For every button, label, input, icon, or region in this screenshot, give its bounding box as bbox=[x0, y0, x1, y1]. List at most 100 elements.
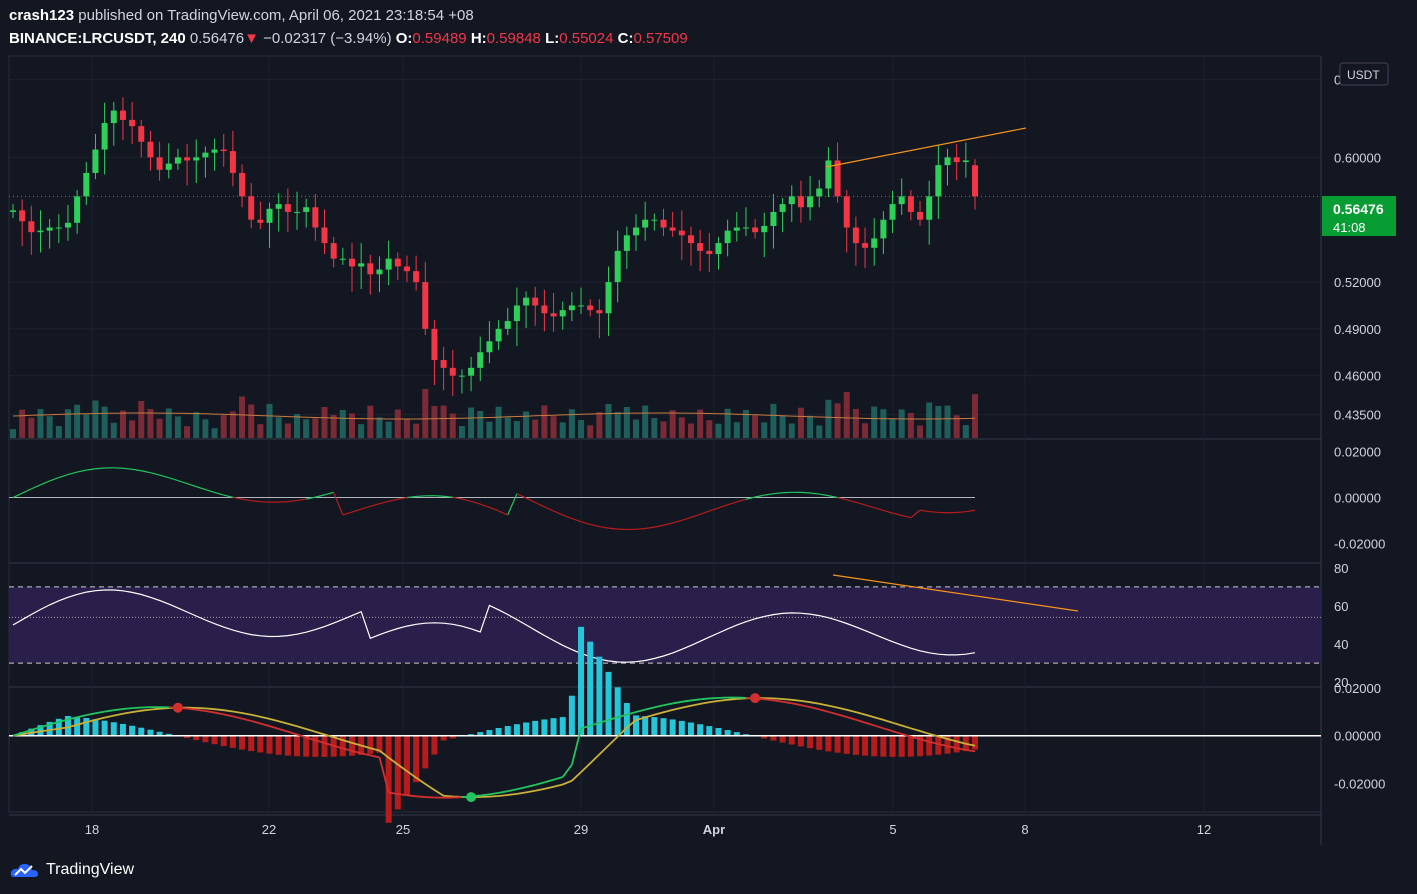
osc-line-segment bbox=[855, 501, 866, 506]
macd-histogram-bar bbox=[248, 735, 255, 752]
candle-body bbox=[742, 227, 749, 229]
candle-body bbox=[449, 367, 456, 376]
candle-body bbox=[889, 204, 896, 220]
macd-cross-dot bbox=[466, 792, 477, 803]
macd-histogram-bar bbox=[477, 732, 484, 736]
candle-body bbox=[422, 282, 429, 329]
candle-body bbox=[825, 160, 832, 189]
volume-bar bbox=[770, 403, 777, 438]
volume-bar bbox=[871, 406, 878, 438]
osc-line-segment bbox=[86, 468, 96, 471]
macd-line-segment bbox=[232, 715, 243, 720]
macd-histogram-bar bbox=[633, 715, 640, 736]
macd-histogram-bar bbox=[944, 735, 951, 754]
volume-bar bbox=[303, 419, 310, 438]
volume-bar bbox=[504, 417, 511, 438]
candle-body bbox=[513, 305, 520, 322]
macd-tick-label: 0.00000 bbox=[1334, 729, 1381, 744]
macd-line-segment bbox=[589, 721, 600, 727]
osc-line-segment bbox=[764, 493, 774, 496]
macd-line-segment bbox=[132, 706, 142, 710]
volume-bar bbox=[239, 396, 246, 438]
macd-line-segment bbox=[773, 699, 783, 703]
volume-bar bbox=[660, 421, 667, 438]
osc-line-segment bbox=[608, 527, 618, 530]
osc-line-segment bbox=[892, 512, 902, 517]
osc-line-segment bbox=[929, 510, 939, 514]
macd-line-segment bbox=[205, 710, 215, 714]
macd-histogram-bar bbox=[339, 735, 346, 757]
macd-histogram-bar bbox=[184, 735, 191, 739]
time-tick-label: Apr bbox=[703, 822, 725, 837]
osc-line-segment bbox=[434, 495, 444, 497]
candle-body bbox=[74, 196, 81, 223]
macd-line-segment bbox=[269, 725, 279, 730]
osc-line-segment bbox=[919, 509, 930, 513]
macd-histogram-bar bbox=[394, 735, 401, 810]
volume-bar bbox=[257, 424, 264, 438]
osc-line-segment bbox=[406, 495, 417, 499]
osc-line-segment bbox=[690, 513, 701, 518]
candle-body bbox=[605, 282, 612, 314]
macd-line-segment bbox=[49, 721, 60, 726]
macd-histogram-bar bbox=[623, 702, 630, 736]
volume-bar bbox=[788, 423, 795, 438]
macd-histogram-bar bbox=[495, 727, 502, 736]
tradingview-logo[interactable]: TradingView bbox=[10, 860, 134, 880]
volume-bar bbox=[779, 415, 786, 438]
osc-line-segment bbox=[810, 492, 820, 495]
candle-body bbox=[816, 188, 823, 197]
macd-histogram-bar bbox=[651, 717, 658, 736]
macd-histogram-bar bbox=[596, 656, 603, 736]
macd-line-segment bbox=[342, 747, 353, 752]
volume-bar bbox=[761, 422, 768, 438]
macd-histogram-bar bbox=[907, 735, 914, 757]
candle-body bbox=[275, 204, 282, 209]
volume-bar bbox=[614, 412, 621, 438]
macd-histogram-bar bbox=[211, 735, 218, 745]
osc-line-segment bbox=[819, 493, 829, 497]
volume-bar bbox=[633, 419, 640, 438]
macd-line-segment bbox=[480, 793, 490, 797]
osc-line-segment bbox=[351, 508, 362, 513]
candle-body bbox=[193, 157, 200, 161]
macd-line-segment bbox=[86, 712, 96, 717]
macd-line-segment bbox=[947, 745, 957, 750]
candle-body bbox=[633, 227, 640, 236]
macd-line-segment bbox=[351, 749, 362, 755]
volume-bar bbox=[129, 420, 136, 438]
symbol-label[interactable]: BINANCE:LRCUSDT, 240 bbox=[9, 30, 186, 47]
macd-line-segment bbox=[855, 718, 866, 724]
candle-body bbox=[147, 141, 154, 158]
macd-line-segment bbox=[709, 696, 719, 700]
macd-line-segment bbox=[635, 708, 646, 713]
macd-histogram-bar bbox=[422, 735, 429, 769]
author-name[interactable]: crash123 bbox=[9, 7, 75, 24]
volume-bar bbox=[944, 405, 951, 438]
macd-histogram-bar bbox=[642, 716, 649, 736]
macd-line-segment bbox=[416, 795, 426, 798]
osc-line-segment bbox=[251, 500, 261, 503]
macd-histogram-bar bbox=[523, 722, 530, 736]
osc-line-segment bbox=[241, 498, 252, 502]
macd-histogram-bar bbox=[770, 735, 777, 741]
volume-bar bbox=[193, 412, 200, 438]
volume-bar bbox=[110, 422, 117, 438]
volume-bar bbox=[321, 407, 328, 438]
candle-body bbox=[184, 157, 191, 161]
volume-bar bbox=[715, 423, 722, 438]
osc-line-segment bbox=[800, 491, 811, 494]
candle-body bbox=[962, 160, 969, 163]
osc-line-segment bbox=[196, 486, 206, 491]
candle-body bbox=[55, 227, 62, 229]
volume-bar bbox=[46, 416, 53, 438]
volume-bar bbox=[165, 408, 172, 438]
chart-area[interactable]: 0.650000.600000.520000.490000.460000.435… bbox=[0, 54, 1417, 850]
publish-line: crash123 published on TradingView.com, A… bbox=[9, 7, 474, 24]
close-label: C: bbox=[617, 30, 634, 47]
osc-line-segment bbox=[965, 509, 976, 513]
macd-tick-label: 0.02000 bbox=[1334, 681, 1381, 696]
macd-line-segment bbox=[819, 708, 829, 713]
volume-bar bbox=[348, 413, 355, 438]
volume-bar bbox=[596, 412, 603, 438]
